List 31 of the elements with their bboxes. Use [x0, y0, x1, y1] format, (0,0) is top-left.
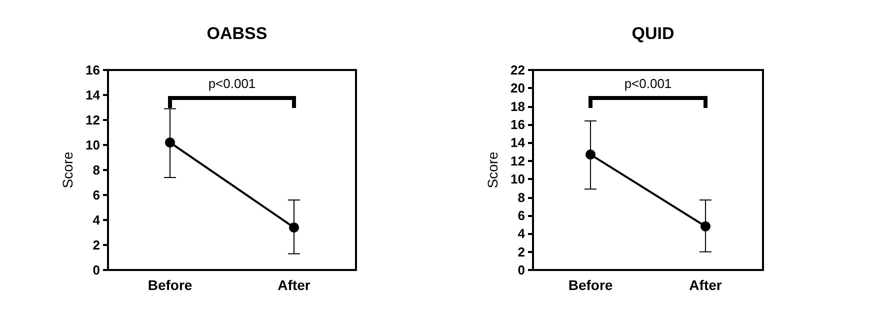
- y-tick-label: 8: [92, 162, 100, 178]
- y-tick-label: 4: [92, 212, 101, 228]
- y-tick-label: 6: [518, 208, 525, 223]
- y-tick-label: 2: [92, 238, 100, 252]
- y-axis-title: Score: [484, 152, 501, 188]
- y-tick-label: 16: [510, 117, 525, 132]
- annotation: p<0.001: [207, 76, 257, 91]
- x-tick-label: After: [278, 277, 311, 293]
- x-tick-label: Before: [568, 277, 613, 293]
- x-tick-label: Before: [148, 277, 192, 293]
- y-tick-label: 12: [510, 153, 525, 168]
- y-tick-label: 6: [92, 188, 100, 202]
- y-tick-label: 14: [86, 88, 101, 102]
- y-tick-label: 22: [510, 62, 525, 78]
- y-tick-label: 0: [518, 262, 525, 278]
- annotation: p<0.001: [623, 76, 673, 91]
- y-tick-label: 14: [510, 135, 526, 150]
- y-axis-title: Score: [60, 152, 76, 188]
- y-tick-label: 4: [518, 226, 526, 242]
- chart-title: QUID: [632, 24, 674, 43]
- y-tick-label: 0: [92, 262, 100, 278]
- x-tick-label: After: [689, 277, 722, 293]
- y-tick-label: 18: [510, 98, 525, 114]
- y-tick-label: 10: [510, 172, 525, 187]
- y-tick-label: 12: [86, 112, 100, 128]
- y-tick-label: 16: [86, 62, 100, 78]
- y-tick-label: 20: [510, 80, 525, 96]
- y-tick-label: 2: [518, 244, 525, 260]
- chart-title: OABSS: [206, 24, 268, 43]
- y-tick-label: 10: [86, 138, 100, 152]
- y-tick-label: 8: [518, 190, 525, 205]
